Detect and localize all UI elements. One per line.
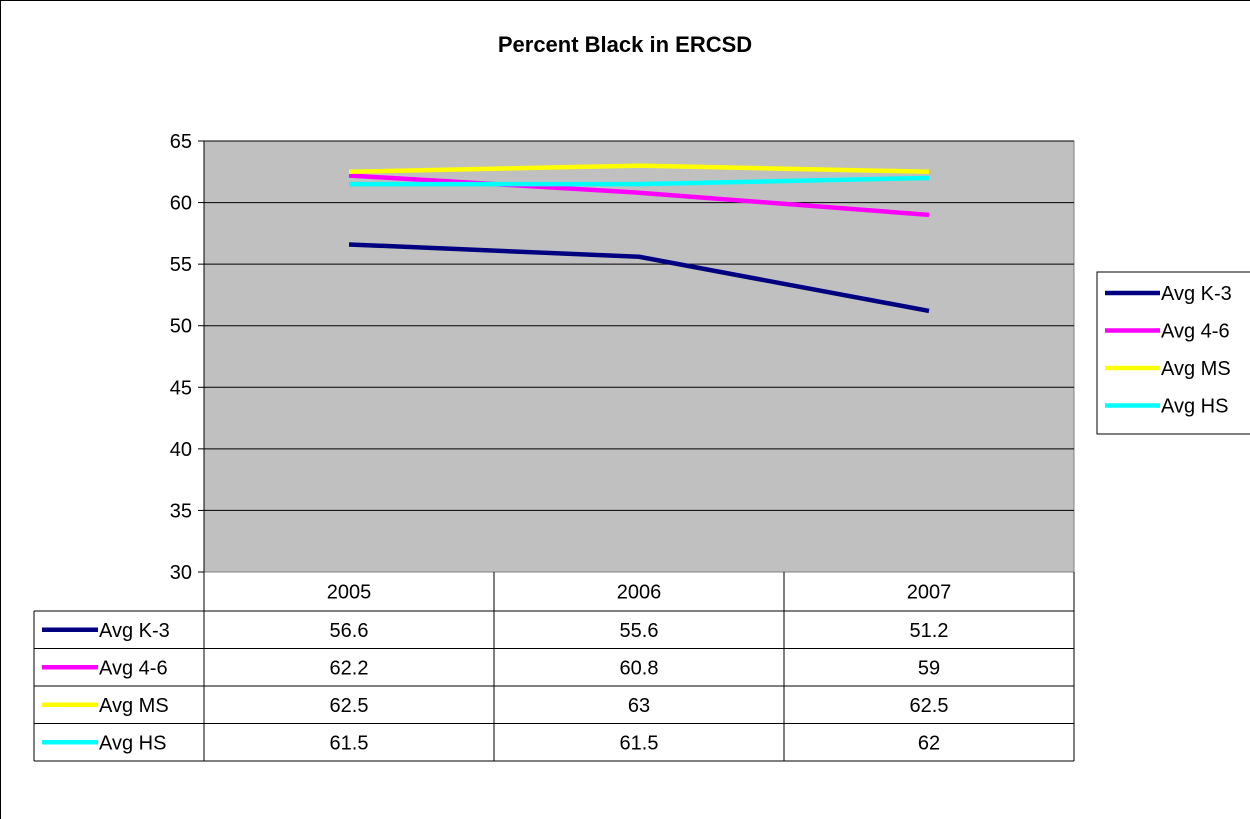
legend-label: Avg 4-6 bbox=[1161, 321, 1230, 343]
table-value: 56.6 bbox=[330, 620, 369, 642]
table-value: 55.6 bbox=[620, 620, 659, 642]
x-category-label: 2007 bbox=[907, 582, 952, 604]
legend-label: Avg HS bbox=[1161, 396, 1228, 418]
table-value: 62.2 bbox=[330, 657, 369, 679]
table-series-name: Avg HS bbox=[99, 732, 166, 754]
table-value: 61.5 bbox=[620, 732, 659, 754]
table-value: 63 bbox=[628, 695, 650, 717]
table-value: 62.5 bbox=[330, 695, 369, 717]
y-tick-label: 45 bbox=[170, 377, 192, 399]
table-value: 51.2 bbox=[910, 620, 949, 642]
legend: Avg K-3 Avg 4-6 Avg MS Avg HS bbox=[1096, 271, 1250, 435]
table-series-name: Avg K-3 bbox=[99, 620, 170, 642]
plot-area bbox=[203, 140, 1075, 573]
table-value: 60.8 bbox=[620, 657, 659, 679]
table-value: 62.5 bbox=[910, 695, 949, 717]
gridlines bbox=[204, 140, 1074, 511]
table-value: 59 bbox=[918, 657, 940, 679]
y-tick-label: 40 bbox=[170, 439, 192, 461]
chart-title: Percent Black in ERCSD bbox=[498, 32, 752, 57]
table-series-name: Avg 4-6 bbox=[99, 657, 168, 679]
x-category-label: 2005 bbox=[327, 582, 372, 604]
series-lines bbox=[348, 163, 930, 314]
y-tick-label: 50 bbox=[170, 316, 192, 338]
table-series-name: Avg MS bbox=[99, 695, 169, 717]
y-tick-label: 55 bbox=[170, 254, 192, 276]
y-axis: 30 35 40 45 50 55 60 65 bbox=[170, 131, 205, 584]
series-line bbox=[348, 173, 930, 218]
y-tick-label: 65 bbox=[170, 131, 192, 153]
table-value: 62 bbox=[918, 732, 940, 754]
series-line bbox=[349, 175, 930, 187]
y-tick-label: 60 bbox=[170, 193, 192, 215]
data-table: 2005 2006 2007 Avg K-3 56.6 55.6 51.2 Avg 4-6 62… bbox=[33, 572, 1075, 762]
table-value: 61.5 bbox=[330, 732, 369, 754]
y-tick-label: 35 bbox=[170, 500, 192, 522]
legend-label: Avg MS bbox=[1161, 358, 1231, 380]
legend-label: Avg K-3 bbox=[1161, 283, 1232, 305]
x-category-label: 2006 bbox=[617, 582, 662, 604]
series-line bbox=[348, 242, 930, 314]
y-tick-label: 30 bbox=[170, 562, 192, 584]
series-line bbox=[348, 163, 930, 175]
